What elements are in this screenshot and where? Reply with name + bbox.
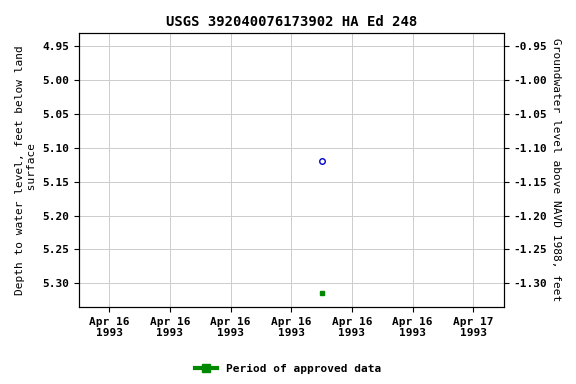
Y-axis label: Groundwater level above NAVD 1988, feet: Groundwater level above NAVD 1988, feet (551, 38, 561, 301)
Title: USGS 392040076173902 HA Ed 248: USGS 392040076173902 HA Ed 248 (166, 15, 417, 29)
Y-axis label: Depth to water level, feet below land
 surface: Depth to water level, feet below land su… (15, 45, 37, 295)
Legend: Period of approved data: Period of approved data (191, 359, 385, 379)
